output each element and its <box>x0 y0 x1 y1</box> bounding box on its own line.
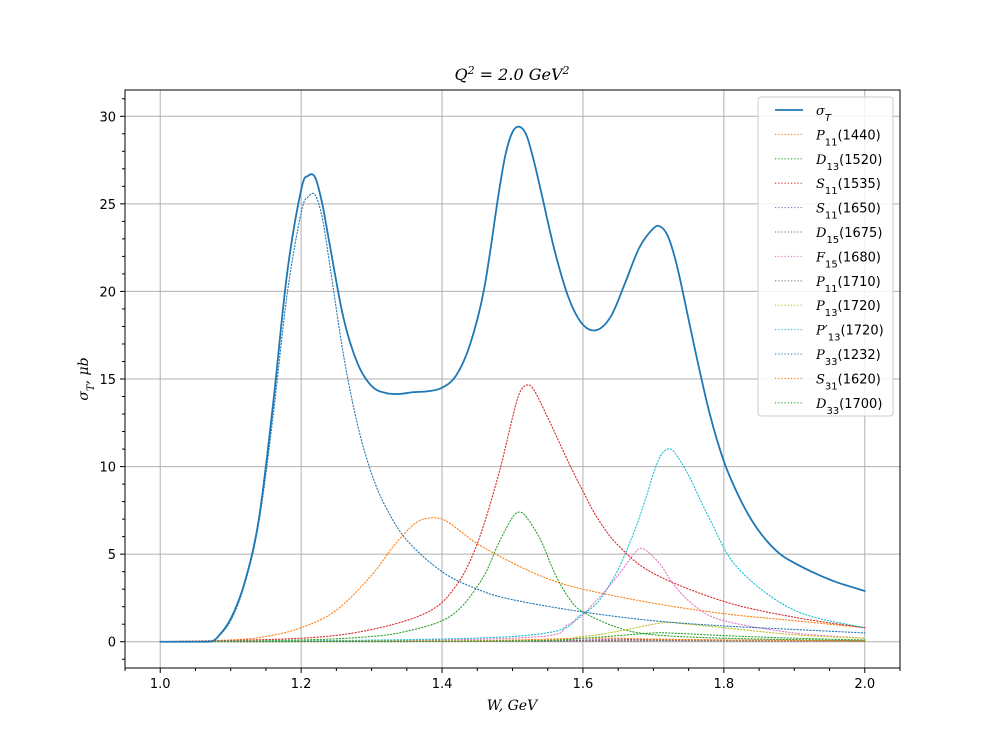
series-line-p11-1440 <box>159 517 866 643</box>
x-axis-label: W, GeV <box>487 698 539 714</box>
x-tick-label: 1.0 <box>150 677 171 692</box>
y-tick-label: 10 <box>99 461 116 476</box>
chart-title: Q2 = 2.0 GeV2 <box>454 64 569 85</box>
y-tick-label: 20 <box>99 285 116 300</box>
y-tick-label: 5 <box>108 548 116 563</box>
y-axis-label: σT, μb <box>76 357 97 400</box>
legend-entry: D15(1675) <box>815 226 882 246</box>
legend-entry: D33(1700) <box>815 397 882 417</box>
legend-entry: P13(1720) <box>815 299 881 319</box>
series-line-d33-1700 <box>159 632 866 643</box>
legend-entry: S31(1620) <box>816 372 881 392</box>
x-tick-label: 1.2 <box>291 677 312 692</box>
series-line--t <box>159 125 866 643</box>
legend-entry: S11(1650) <box>816 202 881 222</box>
legend-entry: D13(1520) <box>815 153 882 173</box>
y-tick-label: 25 <box>99 198 116 213</box>
legend-entry: F15(1680) <box>815 250 881 270</box>
x-tick-label: 2.0 <box>854 677 875 692</box>
plot-area <box>159 125 866 643</box>
legend-entry: P11(1440) <box>815 128 881 148</box>
series-line-f15-1680 <box>159 547 866 643</box>
legend-entry: σT <box>816 104 832 124</box>
legend-entry: P′13(1720) <box>815 324 884 344</box>
x-tick-label: 1.8 <box>714 677 735 692</box>
x-tick-label: 1.4 <box>432 677 453 692</box>
y-tick-label: 15 <box>99 373 116 388</box>
y-tick-label: 30 <box>99 110 116 125</box>
ticks: 1.0 1.2 1.4 1.6 1.8 2.0 0 5 10 15 20 25 30 <box>99 98 901 692</box>
y-tick-label: 0 <box>108 636 116 651</box>
legend-entry: S11(1535) <box>816 177 881 197</box>
legend-entry: P33(1232) <box>815 348 881 368</box>
legend: σT P11(1440) D13(1520) S11(1535) S11(1650) D1… <box>757 96 894 417</box>
x-tick-label: 1.6 <box>573 677 594 692</box>
series-line-d13-1520 <box>159 511 866 643</box>
legend-frame <box>757 96 894 417</box>
series-line-p-13-1720 <box>159 448 866 643</box>
series-line-s11-1535 <box>159 384 866 643</box>
legend-entry: P11(1710) <box>815 275 881 295</box>
